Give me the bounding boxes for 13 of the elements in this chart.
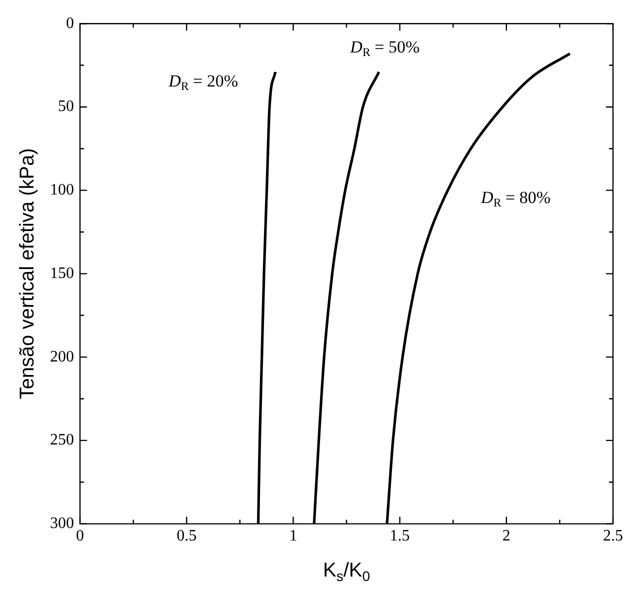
y-tick-label: 200 xyxy=(50,348,74,366)
y-tick-label: 0 xyxy=(66,14,74,32)
y-tick-label: 150 xyxy=(50,264,74,282)
x-tick-label: 2.5 xyxy=(603,528,623,545)
y-tick-label: 250 xyxy=(50,432,74,449)
x-tick-label: 2 xyxy=(502,528,510,545)
x-tick-label: 0.5 xyxy=(176,528,197,545)
y-tick-label: 100 xyxy=(50,182,74,199)
y-axis-title: Tensão vertical efetiva (kPa) xyxy=(16,148,39,400)
x-tick-label: 1 xyxy=(289,528,298,545)
x-tick-label: 1.5 xyxy=(390,528,410,545)
y-tick-label: 300 xyxy=(50,515,74,532)
y-tick-label: 50 xyxy=(58,98,74,116)
